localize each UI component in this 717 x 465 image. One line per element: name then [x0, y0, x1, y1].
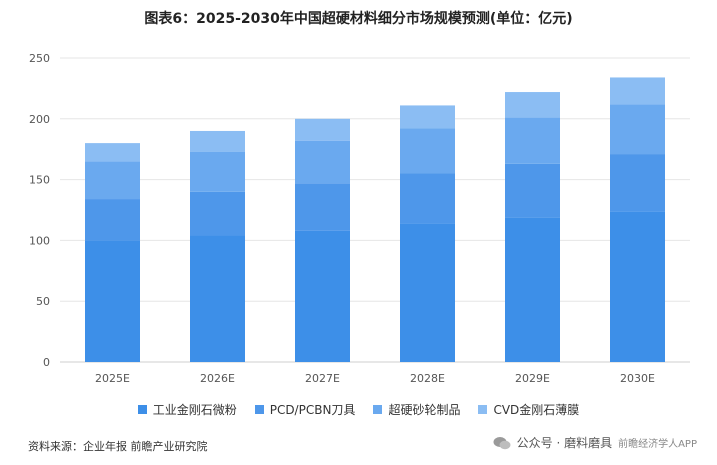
legend-swatch-3 — [478, 405, 488, 414]
y-tick-label: 250 — [29, 52, 50, 65]
grid-lines — [60, 57, 690, 363]
legend-label-2: 超硬砂轮制品 — [388, 403, 461, 417]
bar-segment-0 — [85, 240, 140, 362]
bars — [85, 77, 665, 362]
legend-label-0: 工业金刚石微粉 — [152, 403, 237, 417]
bar-segment-1 — [190, 191, 245, 236]
legend-swatch-2 — [373, 405, 383, 414]
watermark: 公众号 · 磨料磨具 前瞻经济学人APP — [493, 434, 697, 451]
chart-plot: 0 50 100 150 200 250 2025E 2026E 2027E 2028E 2029… — [29, 52, 690, 385]
y-tick-label: 100 — [29, 234, 50, 247]
y-axis-ticks: 0 50 100 150 200 250 — [29, 52, 50, 369]
bar-segment-3 — [505, 92, 560, 118]
y-tick-label: 0 — [43, 356, 50, 369]
bar-segment-0 — [190, 235, 245, 362]
bar-segment-0 — [400, 223, 455, 362]
bar-segment-2 — [610, 104, 665, 155]
x-tick-label: 2026E — [200, 372, 235, 385]
bar-segment-2 — [295, 140, 350, 184]
bar-segment-0 — [610, 211, 665, 362]
x-tick-label: 2025E — [95, 372, 130, 385]
y-tick-label: 50 — [36, 295, 50, 308]
legend-item: 工业金刚石微粉 — [137, 401, 237, 418]
bar-segment-1 — [610, 154, 665, 212]
bar-segment-3 — [295, 118, 350, 141]
bar-segment-2 — [85, 161, 140, 200]
legend-swatch-0 — [137, 405, 147, 414]
source-note: 资料来源：企业年报 前瞻产业研究院 — [28, 440, 208, 453]
bar-segment-3 — [610, 77, 665, 105]
bar-segment-0 — [295, 230, 350, 362]
bar-segment-0 — [505, 217, 560, 362]
bar-segment-2 — [400, 128, 455, 174]
legend-label-3: CVD金刚石薄膜 — [493, 403, 580, 417]
bar-segment-3 — [85, 143, 140, 162]
legend-label-1: PCD/PCBN刀具 — [269, 403, 356, 417]
x-axis-ticks: 2025E 2026E 2027E 2028E 2029E 2030E — [95, 372, 655, 385]
bar-segment-1 — [400, 173, 455, 224]
x-tick-label: 2029E — [515, 372, 550, 385]
bar-segment-3 — [190, 130, 245, 152]
watermark-text: 公众号 · 磨料磨具 — [516, 436, 613, 450]
legend-item: PCD/PCBN刀具 — [254, 401, 356, 418]
wechat-icon — [493, 436, 511, 450]
bar-segment-1 — [295, 183, 350, 231]
bar-segment-3 — [400, 105, 455, 129]
x-tick-label: 2027E — [305, 372, 340, 385]
x-tick-label: 2028E — [410, 372, 445, 385]
y-tick-label: 200 — [29, 113, 50, 126]
bar-segment-1 — [85, 199, 140, 241]
legend-item: CVD金刚石薄膜 — [478, 401, 579, 418]
chart-title: 图表6：2025-2030年中国超硬材料细分市场规模预测(单位：亿元) — [144, 11, 573, 27]
bar-segment-2 — [190, 151, 245, 192]
bar-segment-1 — [505, 163, 560, 218]
legend: 工业金刚石微粉 PCD/PCBN刀具 超硬砂轮制品 CVD金刚石薄膜 — [0, 401, 717, 418]
bar-segment-2 — [505, 117, 560, 164]
y-tick-label: 150 — [29, 174, 50, 187]
watermark-sub: 前瞻经济学人APP — [618, 439, 697, 450]
legend-item: 超硬砂轮制品 — [373, 401, 460, 418]
x-tick-label: 2030E — [620, 372, 655, 385]
legend-swatch-1 — [254, 405, 264, 414]
